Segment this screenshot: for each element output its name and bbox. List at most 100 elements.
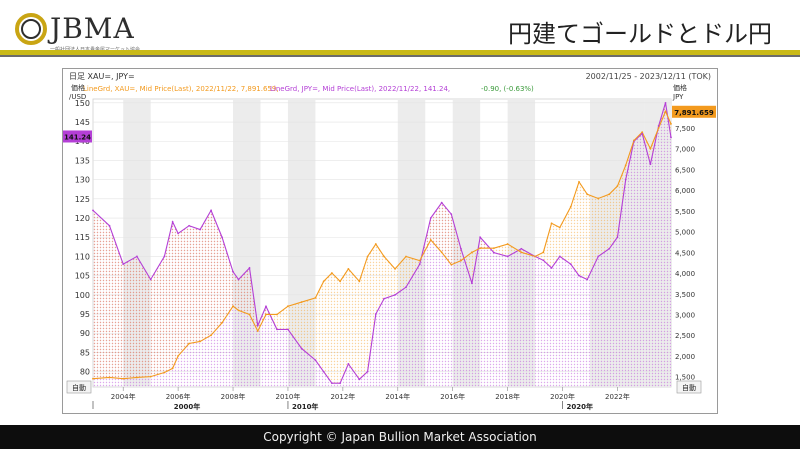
- gold-point: [248, 313, 251, 316]
- gold-point: [534, 255, 536, 258]
- left-tick-label: 110: [75, 252, 90, 261]
- yen-point: [440, 201, 443, 204]
- yen-point: [616, 236, 619, 239]
- yen-point: [276, 328, 278, 331]
- gold-point: [108, 376, 111, 379]
- gold-point: [641, 131, 644, 134]
- yen-point: [237, 278, 240, 281]
- gold-point: [471, 251, 473, 254]
- left-tick-label: 90: [80, 329, 90, 338]
- yen-point: [479, 236, 482, 239]
- left-tick-label: 95: [80, 310, 90, 319]
- yen-point: [405, 286, 407, 289]
- yen-point: [649, 163, 652, 166]
- left-auto-scale-label: 自動: [72, 383, 86, 392]
- decade-label: 2010年: [292, 402, 318, 411]
- gold-point: [300, 301, 303, 303]
- gold-point: [122, 377, 125, 380]
- gold-point: [210, 334, 212, 337]
- x-tick-label: 2022年: [605, 392, 630, 401]
- gold-point: [256, 330, 259, 332]
- gold-point: [92, 377, 94, 380]
- chart-frame: 日足 XAU=, JPY= 2002/11/25 - 2023/12/11 (T…: [62, 68, 718, 414]
- gold-point: [578, 180, 580, 183]
- yen-point: [586, 278, 589, 281]
- gold-point: [664, 110, 667, 113]
- gold-point: [506, 243, 509, 245]
- yen-point: [122, 263, 125, 266]
- left-tick-label: 105: [75, 272, 90, 281]
- gold-point: [171, 367, 174, 370]
- yen-point: [657, 124, 660, 127]
- left-tick-label: 150: [75, 99, 90, 108]
- yen-point: [136, 255, 138, 258]
- yen-point: [163, 255, 166, 258]
- decade-label: 2000年: [174, 402, 200, 411]
- right-tick-label: 1,500: [675, 374, 695, 382]
- yen-point: [287, 328, 289, 331]
- yen-point: [670, 136, 672, 139]
- right-auto-scale-button[interactable]: 自動: [676, 380, 702, 394]
- copyright-text: Copyright © Japan Bullion Market Associa…: [263, 430, 537, 444]
- gold-point: [347, 267, 350, 270]
- yen-point: [664, 101, 667, 104]
- left-tick-label: 100: [75, 291, 90, 300]
- yen-point: [578, 274, 580, 277]
- yen-point: [471, 282, 473, 285]
- yen-point: [92, 209, 94, 212]
- gold-point: [177, 355, 180, 357]
- gold-point: [550, 222, 553, 225]
- yen-point: [248, 267, 251, 269]
- left-axis-label-2: /USD: [69, 93, 86, 101]
- right-tick-label: 6,500: [675, 166, 695, 174]
- left-tick-label: 120: [75, 214, 90, 223]
- right-tick-label: 3,000: [675, 311, 695, 319]
- gold-point: [440, 251, 443, 254]
- right-axis-label-1: 価格: [673, 83, 687, 92]
- yen-point: [569, 263, 572, 266]
- right-current-tag-bg: [672, 105, 716, 118]
- gold-point: [624, 164, 627, 167]
- left-auto-scale-box: [66, 380, 92, 394]
- header-dark-rule: [0, 55, 800, 57]
- right-auto-scale-label: 自動: [682, 383, 696, 392]
- left-axis-label-1: 価格: [71, 83, 85, 92]
- gold-point: [616, 185, 619, 187]
- yen-point: [171, 220, 174, 223]
- gold-point: [450, 263, 453, 266]
- gold-point: [586, 193, 589, 196]
- yen-point: [394, 293, 396, 296]
- gold-point: [460, 259, 462, 262]
- yen-point: [383, 297, 385, 300]
- yen-point: [177, 232, 180, 235]
- gold-point: [569, 205, 572, 208]
- gold-point: [221, 321, 223, 324]
- gold-point: [232, 305, 234, 308]
- yen-point: [347, 363, 350, 365]
- yen-area-fill: [93, 102, 671, 387]
- legend-yen: LineGrd, JPY=, Mid Price(Last), 2022/11/…: [270, 85, 450, 93]
- yen-point: [256, 324, 259, 327]
- gold-point: [608, 193, 611, 196]
- yen-point: [641, 132, 644, 135]
- gold-point: [520, 251, 523, 254]
- gold-point: [322, 280, 325, 283]
- left-tick-label: 125: [75, 195, 90, 204]
- legend-change: -0.90, (-0.63%): [481, 85, 534, 93]
- right-tick-label: 2,500: [675, 332, 695, 340]
- x-tick-label: 2016年: [440, 392, 465, 401]
- gold-point: [670, 122, 672, 125]
- gold-point: [163, 371, 166, 374]
- left-auto-scale-button[interactable]: 自動: [66, 380, 92, 394]
- right-tick-label: 4,000: [675, 270, 695, 278]
- footer: Copyright © Japan Bullion Market Associa…: [0, 425, 800, 449]
- x-tick-label: 2020年: [550, 392, 575, 401]
- right-tick-label: 7,000: [675, 146, 695, 154]
- decade-label: 2020年: [567, 402, 593, 411]
- page-title: 円建てゴールドとドル円: [508, 20, 772, 48]
- gold-point: [649, 147, 652, 150]
- gold-point: [237, 309, 240, 312]
- gold-point: [597, 197, 600, 200]
- yen-point: [232, 270, 234, 273]
- left-tick-label: 130: [75, 176, 90, 185]
